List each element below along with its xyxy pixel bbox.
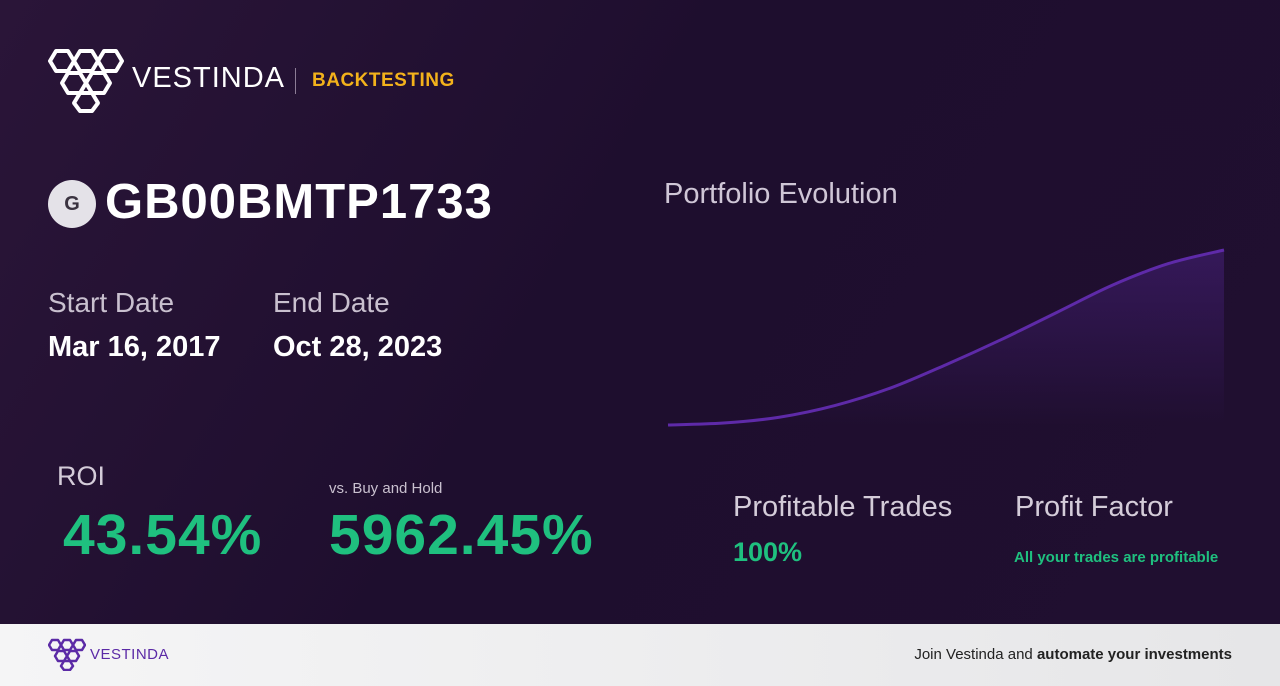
footer-cta[interactable]: Join Vestinda and automate your investme…: [914, 646, 1232, 663]
start-date-value: Mar 16, 2017: [48, 331, 221, 363]
end-date-label: End Date: [273, 287, 390, 318]
footer-brand[interactable]: VESTINDA: [90, 646, 170, 663]
vestinda-logo-icon: [48, 638, 86, 671]
profit-factor-value: All your trades are profitable: [1014, 549, 1219, 566]
roi-value: 43.54%: [63, 503, 263, 567]
asset-ticker: GB00BMTP1733: [105, 175, 493, 229]
end-date-value: Oct 28, 2023: [273, 331, 443, 363]
profitable-trades-value: 100%: [733, 537, 803, 567]
chart-title: Portfolio Evolution: [664, 178, 898, 210]
section-title: BACKTESTING: [312, 70, 455, 91]
buy-hold-label: vs. Buy and Hold: [329, 480, 443, 497]
start-date-label: Start Date: [48, 287, 175, 318]
footer-bar: VESTINDA Join Vestinda and automate your…: [0, 624, 1280, 686]
backtest-card: VESTINDA BACKTESTING G GB00BMTP1733 Star…: [0, 0, 1280, 624]
profit-factor-label: Profit Factor: [1015, 491, 1173, 523]
roi-label: ROI: [57, 461, 106, 491]
brand-divider: [295, 68, 296, 94]
asset-avatar: G: [48, 180, 96, 228]
portfolio-evolution-chart: [667, 248, 1225, 427]
brand-name: VESTINDA: [132, 62, 286, 94]
chart-series-line: [667, 248, 1225, 427]
vestinda-logo-icon: [48, 49, 124, 113]
footer-cta-bold: automate your investments: [1036, 646, 1232, 663]
profitable-trades-label: Profitable Trades: [733, 491, 953, 523]
chart-area-fill: [668, 250, 1224, 425]
footer-cta-text: Join Vestinda and: [914, 646, 1037, 663]
buy-hold-value: 5962.45%: [329, 503, 594, 567]
